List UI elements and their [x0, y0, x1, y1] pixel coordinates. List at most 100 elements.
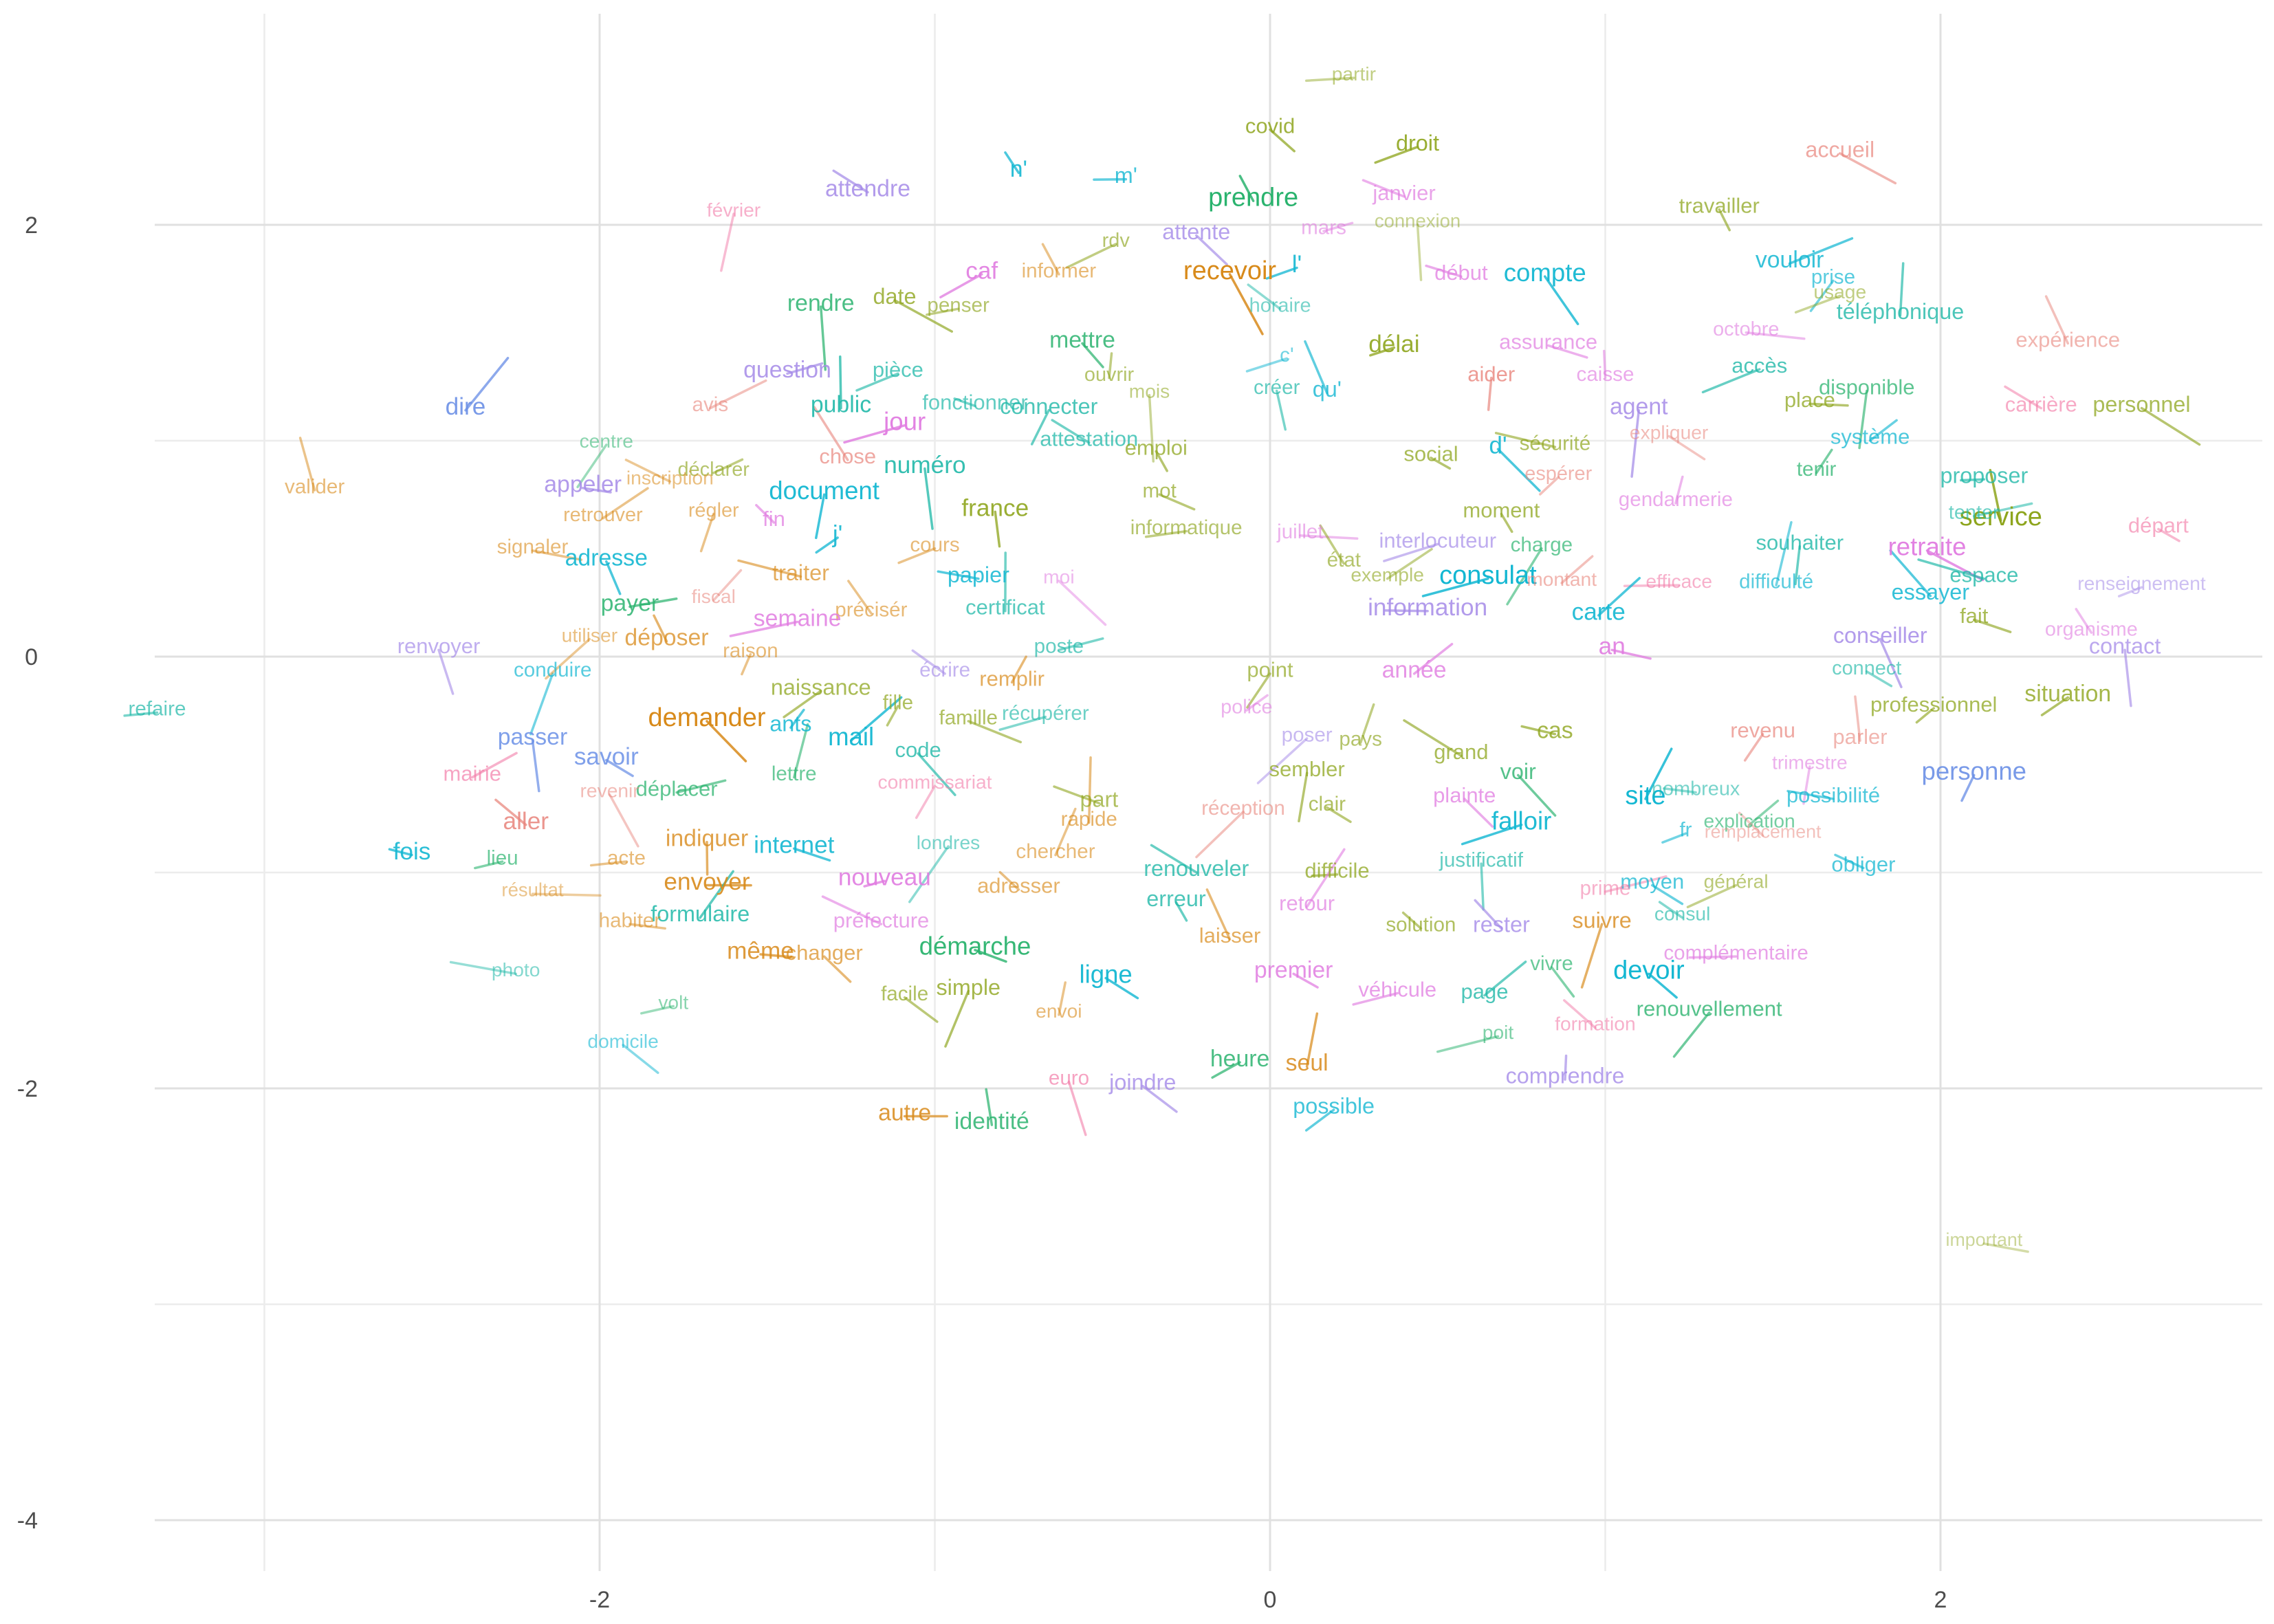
word-label: certificat: [965, 595, 1045, 619]
word-label: lettre: [772, 762, 817, 785]
word-segment: [1496, 448, 1541, 492]
word-label: rendre: [787, 290, 855, 316]
word-segment: [1718, 208, 1731, 232]
word-segment: [622, 1044, 659, 1075]
word-segment: [529, 672, 554, 736]
word-segment: [1041, 243, 1060, 276]
word-label: droit: [1396, 131, 1439, 155]
word-segment: [937, 570, 980, 580]
word-label: mars: [1301, 217, 1346, 239]
word-segment: [815, 493, 826, 540]
word-label: conduire: [514, 659, 592, 681]
word-label: partir: [1332, 63, 1376, 85]
word-label: volt: [658, 991, 688, 1013]
word-label: année: [1382, 657, 1447, 683]
word-label: cours: [910, 534, 959, 556]
word-label: avis: [692, 393, 729, 416]
word-label: usage: [1813, 281, 1866, 303]
word-segment: [953, 397, 976, 408]
word-label: rester: [1473, 912, 1530, 937]
word-label: départ: [2128, 513, 2189, 537]
word-label: général: [1704, 870, 1769, 892]
word-segment: [720, 212, 735, 272]
x-tick-label: 0: [1264, 1587, 1277, 1613]
word-label: commissariat: [877, 771, 992, 793]
word-label: retrouver: [563, 504, 643, 526]
word-label: nouveau: [838, 864, 931, 891]
word-label: rapide: [1061, 808, 1117, 831]
word-segment: [1494, 432, 1557, 448]
word-label: naissance: [771, 674, 871, 699]
word-segment: [1010, 655, 1027, 684]
word-segment: [1597, 577, 1641, 617]
word-segment: [1989, 469, 2002, 522]
word-label: poit: [1483, 1021, 1514, 1043]
word-segment: [1228, 273, 1264, 336]
word-label: travailler: [1679, 194, 1760, 218]
word-segment: [849, 696, 903, 742]
word-segment: [863, 879, 886, 888]
word-segment: [926, 307, 960, 316]
word-segment: [2157, 527, 2180, 542]
word-segment: [1246, 672, 1271, 709]
word-segment: [1538, 476, 1560, 496]
word-label: part: [1080, 787, 1118, 812]
word-segment: [1788, 237, 1854, 265]
word-segment: [1743, 733, 1764, 762]
word-label: mail: [828, 723, 874, 751]
word-segment: [531, 739, 540, 793]
word-label: renouvellement: [1637, 997, 1782, 1021]
word-segment: [545, 637, 591, 680]
word-label: police: [1221, 696, 1273, 718]
word-segment: [1265, 266, 1298, 280]
word-segment: [1461, 823, 1523, 846]
word-segment: [1604, 875, 1668, 893]
word-label: ouvrir: [1084, 364, 1135, 386]
word-segment: [581, 487, 612, 494]
word-segment: [1982, 1242, 2029, 1253]
word-label: formation: [1555, 1013, 1636, 1035]
word-segment: [437, 648, 455, 695]
word-label: consulat: [1439, 561, 1537, 590]
word-label: autre: [878, 1099, 931, 1126]
word-segment: [1794, 294, 1841, 314]
word-label: téléphonique: [1837, 299, 1965, 324]
word-segment: [1546, 344, 1588, 359]
word-label: chose: [819, 444, 876, 468]
word-label: charge: [1511, 534, 1573, 556]
word-segment: [706, 841, 709, 876]
word-label: parler: [1833, 725, 1887, 749]
word-label: point: [1247, 658, 1293, 682]
word-label: place: [1784, 388, 1835, 412]
word-label: complémentaire: [1663, 942, 1808, 965]
word-label: déclarer: [678, 459, 750, 481]
word-label: espace: [1949, 563, 2018, 587]
word-segment: [1436, 1035, 1500, 1053]
word-segment: [608, 793, 639, 848]
word-label: carte: [1572, 598, 1626, 625]
word-segment: [1868, 419, 1898, 442]
word-label: service: [1960, 503, 2042, 531]
word-label: écrire: [919, 659, 970, 681]
word-segment: [821, 895, 883, 925]
word-segment: [2117, 586, 2143, 597]
word-segment: [2044, 295, 2069, 345]
word-segment: [1802, 765, 1811, 805]
word-label: renouveler: [1144, 856, 1249, 881]
word-label: poser: [1282, 723, 1333, 746]
word-label: pays: [1339, 728, 1382, 751]
word-label: adresser: [977, 874, 1060, 898]
word-label: revenu: [1730, 718, 1795, 743]
word-label: trimestre: [1772, 751, 1848, 773]
word-segment: [494, 798, 527, 826]
word-segment: [1352, 991, 1399, 1006]
word-segment: [1292, 972, 1319, 989]
word-segment: [628, 923, 666, 930]
word-segment: [2040, 696, 2069, 716]
word-segment: [653, 614, 668, 643]
word-segment: [1403, 719, 1463, 757]
word-label: social: [1403, 442, 1458, 466]
word-label: information: [1368, 594, 1487, 621]
word-label: solution: [1386, 914, 1456, 936]
